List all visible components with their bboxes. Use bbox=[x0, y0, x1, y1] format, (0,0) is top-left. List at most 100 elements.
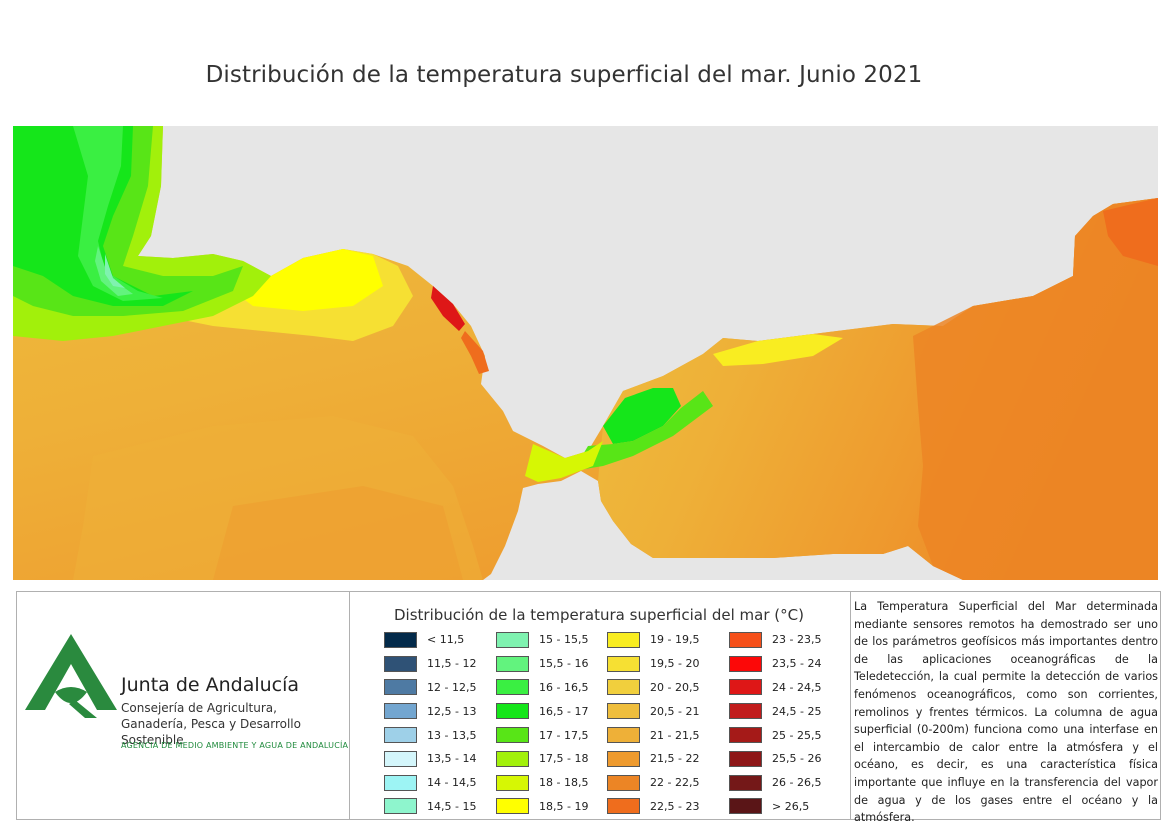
legend-swatch bbox=[607, 655, 640, 672]
legend-label: 14 - 14,5 bbox=[427, 776, 477, 790]
legend-item: 16 - 16,5 bbox=[496, 676, 588, 700]
legend-label: 21 - 21,5 bbox=[650, 728, 700, 742]
sea-temperature-map bbox=[13, 126, 1158, 580]
legend-swatch bbox=[384, 679, 417, 696]
legend-label: 19,5 - 20 bbox=[650, 657, 700, 671]
legend-column: < 11,5 11,5 - 12 12 - 12,5 12,5 - 13 13 - 13… bbox=[384, 628, 476, 818]
organization-agency: AGENCIA DE MEDIO AMBIENTE Y AGUA DE ANDA… bbox=[121, 741, 349, 750]
legend-swatch bbox=[384, 798, 417, 815]
legend-item: 14,5 - 15 bbox=[384, 795, 476, 819]
legend-item: 19 - 19,5 bbox=[607, 628, 699, 652]
legend-item: 22 - 22,5 bbox=[607, 771, 699, 795]
legend-item: 25,5 - 26 bbox=[729, 747, 821, 771]
legend-swatch bbox=[729, 655, 762, 672]
legend-swatch bbox=[496, 655, 529, 672]
legend-swatch bbox=[496, 631, 529, 648]
legend-swatch bbox=[607, 703, 640, 720]
legend-label: 20 - 20,5 bbox=[650, 680, 700, 694]
legend-swatch bbox=[496, 750, 529, 767]
legend-label: 16 - 16,5 bbox=[539, 680, 589, 694]
legend-label: 18 - 18,5 bbox=[539, 776, 589, 790]
legend-label: 21,5 - 22 bbox=[650, 752, 700, 766]
legend-item: < 11,5 bbox=[384, 628, 476, 652]
legend-swatch bbox=[607, 679, 640, 696]
legend-item: 17 - 17,5 bbox=[496, 723, 588, 747]
logo-panel: Junta de Andalucía Consejería de Agricul… bbox=[17, 592, 350, 819]
legend-label: 23,5 - 24 bbox=[772, 657, 822, 671]
legend-label: 25 - 25,5 bbox=[772, 728, 822, 742]
legend-label: 20,5 - 21 bbox=[650, 704, 700, 718]
legend-item: 12,5 - 13 bbox=[384, 699, 476, 723]
legend-item: 21,5 - 22 bbox=[607, 747, 699, 771]
legend-label: 12 - 12,5 bbox=[427, 680, 477, 694]
legend-item: 25 - 25,5 bbox=[729, 723, 821, 747]
legend-item: 24 - 24,5 bbox=[729, 676, 821, 700]
legend-swatch bbox=[496, 703, 529, 720]
legend-swatch bbox=[496, 774, 529, 791]
legend-item: 19,5 - 20 bbox=[607, 652, 699, 676]
legend-label: 17,5 - 18 bbox=[539, 752, 589, 766]
legend-label: 13 - 13,5 bbox=[427, 728, 477, 742]
legend-item: 16,5 - 17 bbox=[496, 699, 588, 723]
legend-swatch bbox=[607, 750, 640, 767]
legend-swatch bbox=[729, 774, 762, 791]
legend-swatch bbox=[729, 727, 762, 744]
legend-label: 26 - 26,5 bbox=[772, 776, 822, 790]
legend-label: > 26,5 bbox=[772, 799, 810, 813]
legend-item: 22,5 - 23 bbox=[607, 795, 699, 819]
legend-swatch bbox=[607, 798, 640, 815]
legend-swatch bbox=[384, 655, 417, 672]
legend-label: 24,5 - 25 bbox=[772, 704, 822, 718]
legend-label: 16,5 - 17 bbox=[539, 704, 589, 718]
legend-item: 20 - 20,5 bbox=[607, 676, 699, 700]
legend-label: 12,5 - 13 bbox=[427, 704, 477, 718]
legend-swatch bbox=[384, 703, 417, 720]
legend-column: 19 - 19,5 19,5 - 20 20 - 20,5 20,5 - 21 21 -… bbox=[607, 628, 699, 818]
legend-swatch bbox=[496, 727, 529, 744]
legend-item: 21 - 21,5 bbox=[607, 723, 699, 747]
legend-column: 15 - 15,5 15,5 - 16 16 - 16,5 16,5 - 17 17 -… bbox=[496, 628, 588, 818]
junta-de-andalucia-logo bbox=[25, 634, 117, 718]
legend-item: > 26,5 bbox=[729, 795, 821, 819]
legend-swatch bbox=[607, 774, 640, 791]
legend-item: 23 - 23,5 bbox=[729, 628, 821, 652]
temperature-legend: Distribución de la temperatura superfici… bbox=[350, 592, 851, 819]
legend-item: 14 - 14,5 bbox=[384, 771, 476, 795]
organization-name: Junta de Andalucía bbox=[121, 674, 300, 696]
legend-item: 15 - 15,5 bbox=[496, 628, 588, 652]
legend-item: 13 - 13,5 bbox=[384, 723, 476, 747]
legend-item: 20,5 - 21 bbox=[607, 699, 699, 723]
legend-swatch bbox=[729, 750, 762, 767]
legend-swatch bbox=[607, 727, 640, 744]
legend-label: 24 - 24,5 bbox=[772, 680, 822, 694]
legend-item: 24,5 - 25 bbox=[729, 699, 821, 723]
legend-label: 15 - 15,5 bbox=[539, 633, 589, 647]
legend-swatch bbox=[384, 774, 417, 791]
legend-label: 25,5 - 26 bbox=[772, 752, 822, 766]
organization-department: Consejería de Agricultura, Ganadería, Pe… bbox=[121, 701, 301, 747]
legend-swatch bbox=[384, 631, 417, 648]
legend-item: 17,5 - 18 bbox=[496, 747, 588, 771]
legend-label: 13,5 - 14 bbox=[427, 752, 477, 766]
description-text: La Temperatura Superficial del Mar deter… bbox=[854, 600, 1158, 825]
legend-item: 12 - 12,5 bbox=[384, 676, 476, 700]
legend-item: 15,5 - 16 bbox=[496, 652, 588, 676]
legend-swatch bbox=[729, 679, 762, 696]
legend-label: 15,5 - 16 bbox=[539, 657, 589, 671]
legend-label: 23 - 23,5 bbox=[772, 633, 822, 647]
legend-item: 13,5 - 14 bbox=[384, 747, 476, 771]
legend-swatch bbox=[496, 798, 529, 815]
legend-item: 26 - 26,5 bbox=[729, 771, 821, 795]
legend-swatch bbox=[729, 631, 762, 648]
legend-swatch bbox=[729, 798, 762, 815]
legend-item: 18,5 - 19 bbox=[496, 795, 588, 819]
legend-title: Distribución de la temperatura superfici… bbox=[394, 606, 804, 624]
legend-item: 18 - 18,5 bbox=[496, 771, 588, 795]
legend-label: 11,5 - 12 bbox=[427, 657, 477, 671]
legend-label: 14,5 - 15 bbox=[427, 799, 477, 813]
legend-label: 18,5 - 19 bbox=[539, 799, 589, 813]
info-footer: Junta de Andalucía Consejería de Agricul… bbox=[16, 591, 1161, 824]
map-title: Distribución de la temperatura superfici… bbox=[205, 62, 923, 88]
legend-label: 19 - 19,5 bbox=[650, 633, 700, 647]
legend-swatch bbox=[496, 679, 529, 696]
